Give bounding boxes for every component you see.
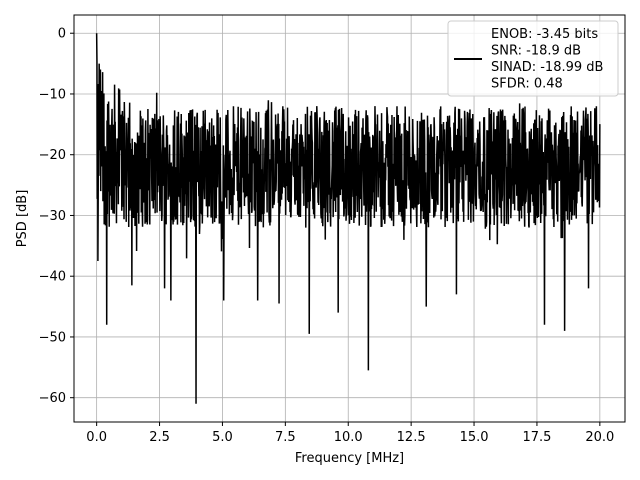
x-tick-label: 12.5	[397, 430, 426, 445]
y-axis-ticks: 0 −10 −20 −30 −40 −50 −60	[39, 27, 74, 406]
y-tick-label: −20	[39, 148, 66, 163]
plot-frame	[73, 14, 626, 423]
y-tick-label: −60	[39, 391, 66, 406]
x-axis-label: Frequency [MHz]	[295, 451, 404, 466]
legend-box	[447, 20, 619, 97]
x-tick-label: 15.0	[460, 430, 489, 445]
legend-entry-text: ENOB: -3.45 bits SNR: -18.9 dB SINAD: -18.…	[491, 27, 603, 92]
legend-line-0: ENOB: -3.45 bits	[491, 27, 598, 42]
y-axis-label: PSD [dB]	[15, 190, 30, 248]
x-tick-label: 20.0	[585, 430, 614, 445]
y-tick-label: −40	[39, 270, 66, 285]
y-tick-label: 0	[58, 27, 66, 42]
psd-series-line	[95, 33, 601, 404]
x-tick-label: 2.5	[149, 430, 170, 445]
x-tick-label: 0.0	[86, 430, 107, 445]
y-tick-label: −30	[39, 209, 66, 224]
y-tick-label: −50	[39, 330, 66, 345]
legend-line-1: SNR: -18.9 dB	[491, 44, 581, 59]
legend: ENOB: -3.45 bits SNR: -18.9 dB SINAD: -18.…	[447, 20, 619, 97]
plot-area	[95, 33, 601, 404]
x-axis-ticks: 0.0 2.5 5.0 7.5 10.0 12.5 15.0 17.5 20.0	[86, 422, 614, 445]
x-tick-label: 7.5	[275, 430, 296, 445]
x-tick-label: 10.0	[334, 430, 363, 445]
legend-line-3: SFDR: 0.48	[491, 77, 563, 92]
x-tick-label: 5.0	[212, 430, 233, 445]
legend-line-2: SINAD: -18.99 dB	[491, 60, 603, 75]
x-tick-label: 17.5	[522, 430, 551, 445]
y-tick-label: −10	[39, 87, 66, 102]
